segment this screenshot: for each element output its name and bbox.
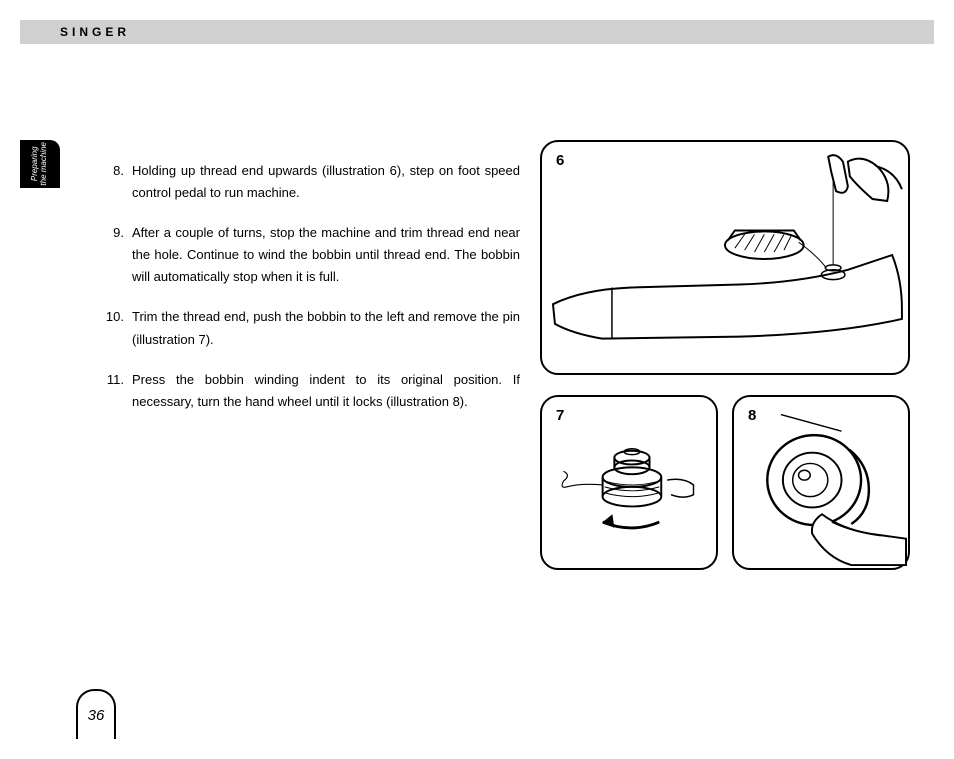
list-item: 8. Holding up thread end upwards (illust… [100,160,520,204]
step-text: Trim the thread end, push the bobbin to … [132,306,520,350]
instruction-list: 8. Holding up thread end upwards (illust… [100,160,520,431]
list-item: 11. Press the bobbin winding indent to i… [100,369,520,413]
header-bar: SINGER [20,20,934,44]
step-text: After a couple of turns, stop the machin… [132,222,520,288]
illustration-7: 7 [540,395,718,570]
step-number: 11. [100,369,132,413]
thread-holding-diagram [542,142,908,373]
step-text: Press the bobbin winding indent to its o… [132,369,520,413]
page-number: 36 [88,707,105,724]
step-number: 8. [100,160,132,204]
list-item: 9. After a couple of turns, stop the mac… [100,222,520,288]
step-number: 10. [100,306,132,350]
page-number-box: 36 [76,689,116,739]
handwheel-diagram [734,397,908,568]
section-tab: Preparing the machine [20,140,60,188]
step-text: Holding up thread end upwards (illustrat… [132,160,520,204]
illustration-8: 8 [732,395,910,570]
brand-label: SINGER [60,25,130,39]
bobbin-remove-diagram [542,397,716,568]
list-item: 10. Trim the thread end, push the bobbin… [100,306,520,350]
illustration-6: 6 [540,140,910,375]
step-number: 9. [100,222,132,288]
section-tab-label: Preparing the machine [31,142,49,186]
